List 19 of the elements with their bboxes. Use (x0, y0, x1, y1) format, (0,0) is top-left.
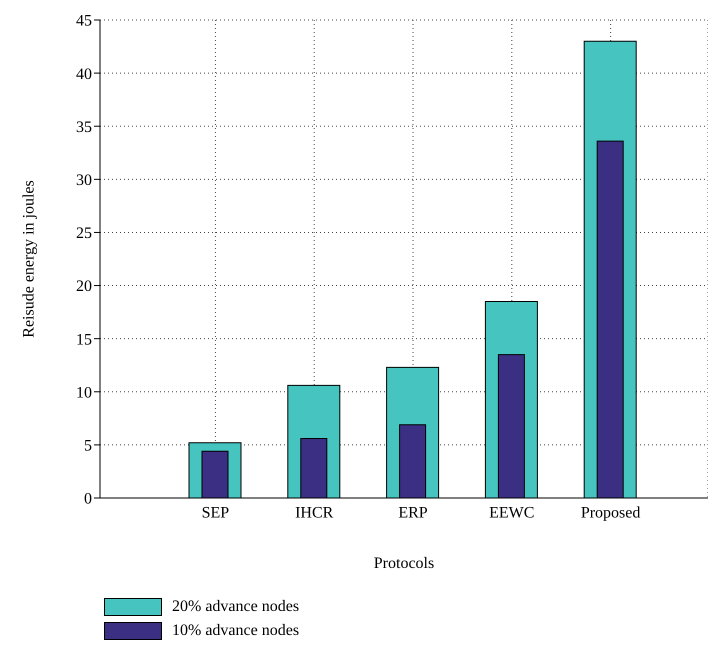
y-tick-label: 35 (76, 118, 92, 136)
y-axis-title: Reisude energy in joules (20, 180, 38, 338)
legend-label: 20% advance nodes (172, 598, 300, 616)
y-tick-label: 10 (76, 384, 92, 402)
x-axis-title: Protocols (374, 555, 434, 572)
legend-label: 10% advance nodes (172, 622, 300, 640)
x-tick-label: Proposed (580, 504, 640, 522)
x-tick-label: IHCR (295, 504, 334, 522)
y-tick-label: 25 (76, 225, 92, 242)
y-tick-label: 5 (84, 438, 92, 455)
x-tick-label: ERP (398, 504, 428, 522)
y-tick-label: 20 (76, 278, 92, 296)
y-tick-label: 15 (76, 331, 92, 348)
y-tick-label: 0 (84, 490, 92, 508)
y-tick-label: 40 (76, 66, 92, 83)
x-tick-label: SEP (202, 504, 230, 522)
y-tick-label: 45 (76, 12, 92, 30)
x-tick-label: EEWC (489, 504, 534, 522)
y-tick-label: 30 (76, 172, 92, 190)
